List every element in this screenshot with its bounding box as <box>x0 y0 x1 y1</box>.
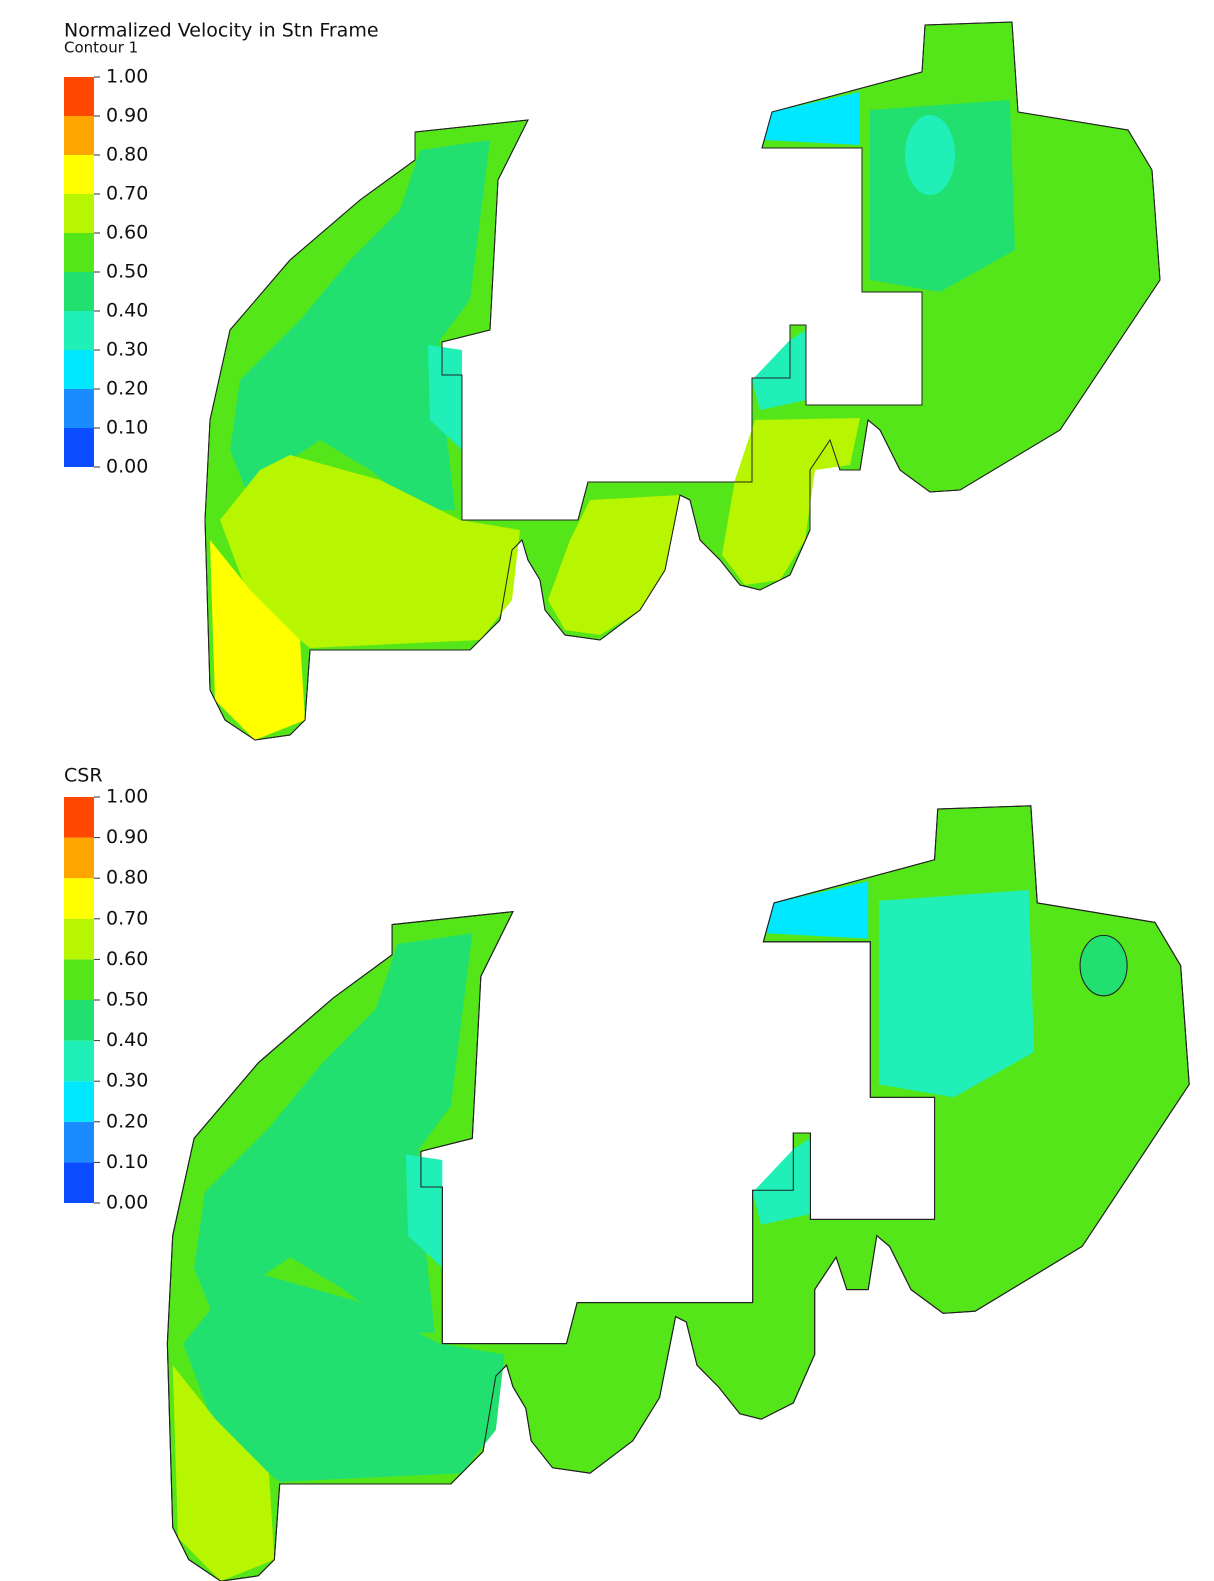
legend-tick-label: 0.70 <box>106 183 148 205</box>
legend-swatch <box>64 1122 94 1163</box>
legend-title: CSR <box>64 765 103 787</box>
legend-tick-label: 0.10 <box>106 417 148 439</box>
legend-subtitle: Contour 1 <box>64 39 138 57</box>
legend-tick-label: 0.40 <box>106 300 148 322</box>
legend-tick-label: 0.80 <box>106 144 148 166</box>
legend-swatch <box>64 878 94 919</box>
legend-tick-label: 0.20 <box>106 1110 148 1132</box>
legend-tick-label: 0.30 <box>106 1070 148 1092</box>
contour-region <box>722 418 860 585</box>
legend-tick-label: 0.70 <box>106 907 148 929</box>
legend-tick-label: 0.30 <box>106 339 148 361</box>
legend-swatch <box>64 77 94 116</box>
legend-tick-label: 0.80 <box>106 867 148 889</box>
legend-swatch <box>64 838 94 879</box>
legend-swatch <box>64 1041 94 1082</box>
figure: Normalized Velocity in Stn Frame Contour… <box>0 0 1214 1581</box>
legend-tick-label: 0.90 <box>106 105 148 127</box>
contour-region <box>1080 935 1127 995</box>
legend-tick-label: 0.60 <box>106 948 148 970</box>
legend-swatch <box>64 1081 94 1122</box>
legend-swatch <box>64 919 94 960</box>
vortex-core <box>905 115 955 195</box>
legend-swatch <box>64 311 94 350</box>
legend-tick-label: 0.00 <box>106 1192 148 1214</box>
legend-swatch <box>64 959 94 1000</box>
legend-tick-label: 1.00 <box>106 66 148 88</box>
contour-region <box>752 330 806 410</box>
legend-tick-label: 0.50 <box>106 989 148 1011</box>
legend-tick-label: 0.40 <box>106 1029 148 1051</box>
legend-tick-label: 0.00 <box>106 456 148 478</box>
legend-swatch <box>64 797 94 838</box>
legend-tick-label: 0.90 <box>106 826 148 848</box>
legend-swatch <box>64 1162 94 1203</box>
legend-swatch <box>64 194 94 233</box>
legend-tick-label: 0.20 <box>106 378 148 400</box>
legend-swatch <box>64 155 94 194</box>
legend-swatch <box>64 428 94 467</box>
legend-swatch <box>64 389 94 428</box>
contour-region <box>765 92 860 145</box>
legend: 1.00 0.90 0.80 0.70 0.60 0.50 0.40 0.30 0.20 0.10… <box>64 66 148 478</box>
legend-tick-label: 0.10 <box>106 1151 148 1173</box>
contour-plot <box>205 22 1160 740</box>
legend-swatch <box>64 1000 94 1041</box>
page: Normalized Velocity in Stn Frame Contour… <box>0 0 1214 1581</box>
contour-plot <box>167 806 1189 1581</box>
contour-region <box>753 1138 811 1224</box>
legend-swatch <box>64 350 94 389</box>
contour-region <box>548 495 680 635</box>
legend-tick-label: 1.00 <box>106 786 148 808</box>
legend: 1.00 0.90 0.80 0.70 0.60 0.50 0.40 0.30 0.20 0.10… <box>64 786 148 1214</box>
legend-tick-label: 0.60 <box>106 222 148 244</box>
legend-swatch <box>64 233 94 272</box>
legend-tick-label: 0.50 <box>106 261 148 283</box>
legend-swatch <box>64 272 94 311</box>
contour-region <box>767 881 869 938</box>
legend-swatch <box>64 116 94 155</box>
